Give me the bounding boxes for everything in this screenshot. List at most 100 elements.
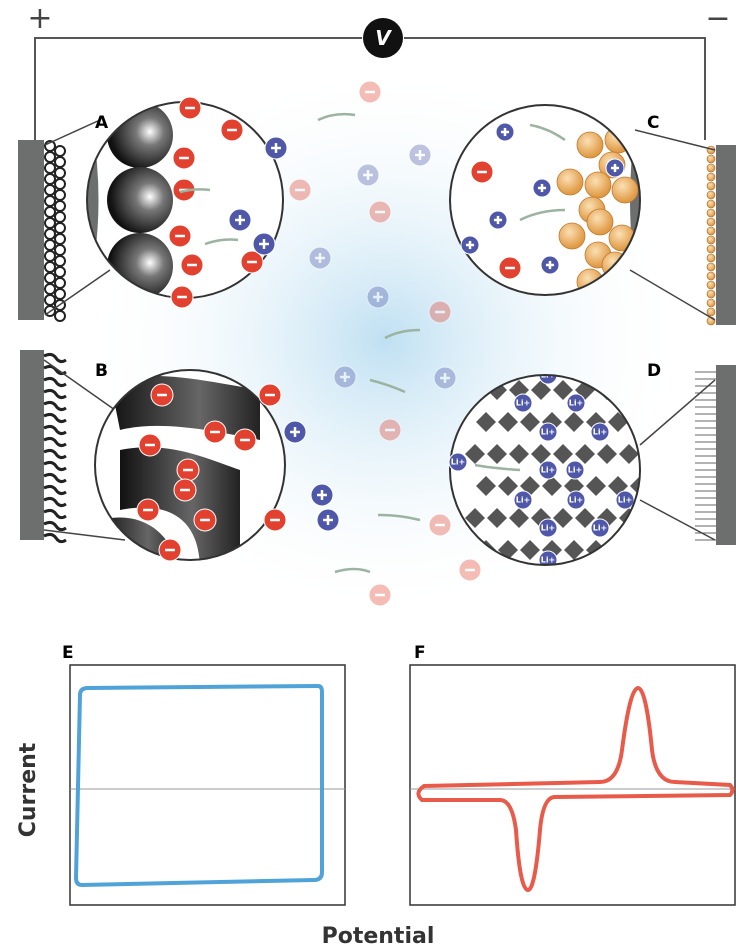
anion [194,509,216,531]
electrode-particle [707,155,715,163]
anion [369,584,391,606]
anion [159,539,181,561]
panel-label: B [95,361,108,381]
cation [253,233,275,255]
electrode-sphere [55,311,65,321]
anion [259,384,281,406]
electrode-sphere [45,240,55,250]
anion [459,559,481,581]
electrode-sphere [55,234,65,244]
electrode-sphere [45,218,55,228]
electrode-fiber [44,378,66,385]
anion [171,286,193,308]
electrode-particle [707,263,715,271]
electrode-sphere [55,289,65,299]
electrode-particle [587,209,613,235]
electrode-sphere [55,146,65,156]
electrode-particle [559,223,585,249]
electrode-particle [577,132,603,158]
anion [429,301,451,323]
electrode-particle [557,169,583,195]
electrode-fiber [44,438,66,445]
cation [334,366,356,388]
cation [461,236,479,254]
electrode-particle [707,308,715,316]
electrode-fiber [44,510,66,517]
electrode-fiber [44,450,66,457]
electrode-particle [707,254,715,262]
panel-label: F [414,643,426,663]
cation [606,159,624,177]
anion [429,514,451,536]
negative-sign: − [705,1,730,36]
anion [234,429,256,451]
anion [137,499,159,521]
cation [265,137,287,159]
anion [151,384,173,406]
electrode-sphere [45,163,55,173]
lithium-ion-label: Li+ [541,428,556,437]
electrode-sphere [45,229,55,239]
electrode-fiber [44,414,66,421]
electrode-fiber [44,534,66,541]
positive-sign: + [27,1,52,36]
electrode-sphere [45,295,55,305]
voltage-label: V [375,26,392,50]
electrode-fiber [44,462,66,469]
electrode-sphere [45,251,55,261]
cation [317,509,339,531]
electrode-sphere [55,256,65,266]
electrode-sphere [45,273,55,283]
electrode-particle [707,272,715,280]
electrode-c [716,145,736,325]
electrode-particle [707,173,715,181]
panel-label: C [647,113,659,133]
electrode-particle [612,177,638,203]
lattice-block [630,540,650,560]
anion [169,225,191,247]
lithium-ion-label: Li+ [593,524,608,533]
anion [379,419,401,441]
cation [541,256,559,274]
lithium-ion-label: Li+ [541,524,556,533]
electrode-sphere [45,207,55,217]
electrode-particle [707,236,715,244]
electrode-sphere [55,201,65,211]
anion [173,147,195,169]
cation [434,367,456,389]
anion [221,119,243,141]
electrode-sphere [55,267,65,277]
electrode-particle [707,290,715,298]
plot-e [70,665,345,905]
cation [489,211,507,229]
electrode-sphere [55,223,65,233]
electrode-sphere [45,196,55,206]
anion [179,97,201,119]
electrode-sphere [55,157,65,167]
anion [359,81,381,103]
lithium-ion-label: Li+ [593,428,608,437]
electrode-particle [707,200,715,208]
electrode-sphere [55,179,65,189]
lithium-ion-label: Li+ [451,458,466,467]
anion [289,179,311,201]
cation [533,179,551,197]
electrode-sphere [55,190,65,200]
y-axis-label: Current [16,742,41,837]
lithium-ion-label: Li+ [516,399,531,408]
cation [409,144,431,166]
electrode-sphere [45,262,55,272]
cation [284,421,306,443]
lithium-ion-label: Li+ [569,496,584,505]
electrode-particle [707,227,715,235]
electrode-sphere [55,212,65,222]
electrode-sphere [55,168,65,178]
electrode-a [18,140,44,320]
panel-label: A [95,113,109,133]
cation [496,123,514,141]
lithium-ion-label: Li+ [516,496,531,505]
lithium-ion-label: Li+ [541,466,556,475]
anion [471,161,493,183]
electrode-fiber [44,474,66,481]
anion [499,257,521,279]
